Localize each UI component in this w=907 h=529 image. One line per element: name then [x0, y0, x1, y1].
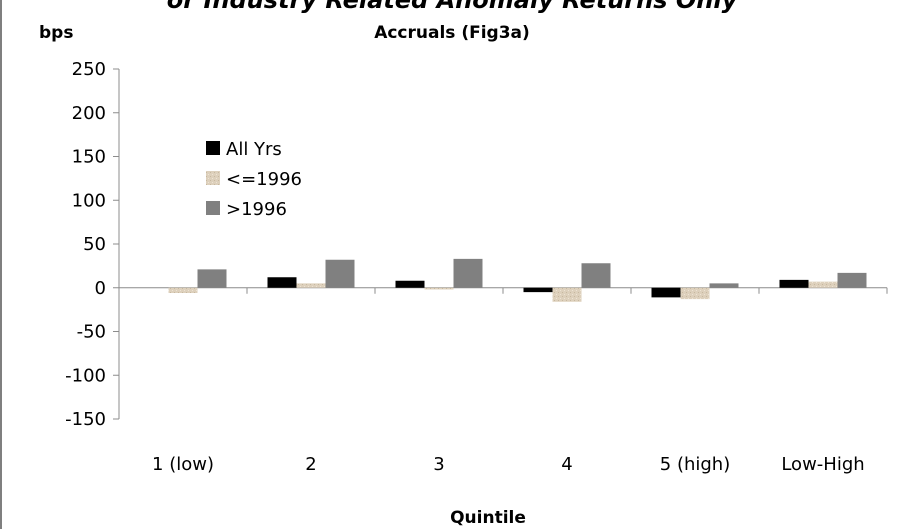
bar	[197, 269, 227, 288]
bar	[709, 283, 739, 288]
legend-label: All Yrs	[226, 139, 282, 160]
legend: All Yrs <=1996 >1996	[206, 139, 302, 220]
legend-swatch	[206, 171, 220, 185]
bar	[168, 287, 198, 293]
bar	[680, 287, 710, 300]
y-tick-label: -100	[65, 365, 106, 386]
y-tick-label: 250	[72, 59, 106, 80]
y-tick-label: -50	[77, 322, 106, 343]
x-tick-label: 3	[433, 454, 444, 475]
legend-label: <=1996	[226, 169, 302, 190]
bar	[837, 272, 867, 288]
bars	[168, 258, 867, 302]
bar	[395, 280, 425, 288]
y-tick-label: 50	[83, 234, 106, 255]
x-tick-label: 1 (low)	[152, 454, 214, 475]
y-tick-label: 200	[72, 103, 106, 124]
x-tick-label: Low-High	[781, 454, 864, 475]
legend-swatch	[206, 141, 220, 155]
y-tick-label: 100	[72, 190, 106, 211]
x-axis-label: Quintile	[450, 508, 526, 528]
y-tick-label: -150	[65, 409, 106, 430]
bar	[453, 258, 483, 288]
legend-swatch	[206, 201, 220, 215]
bar	[325, 259, 355, 288]
bar	[779, 279, 809, 288]
x-tick-label: 2	[305, 454, 316, 475]
y-tick-label: 0	[95, 278, 106, 299]
bar	[296, 283, 326, 288]
bar	[552, 287, 582, 302]
legend-label: >1996	[226, 199, 287, 220]
bar	[808, 281, 838, 288]
x-tick-label: 4	[561, 454, 572, 475]
x-axis: 1 (low) 2 3 4 5 (high) Low-High	[118, 287, 888, 475]
bar	[267, 277, 297, 288]
y-axis-label: bps	[39, 23, 73, 43]
y-axis: 250 200 150 100 50 0 -50 -100 -150	[65, 59, 120, 430]
chart-title: Accruals (Fig3a)	[374, 23, 530, 43]
bar	[523, 287, 553, 293]
x-tick-label: 5 (high)	[660, 454, 730, 475]
y-tick-label: 150	[72, 147, 106, 168]
partial-heading: or Industry Related Anomaly Returns Only	[167, 0, 739, 14]
bar	[581, 263, 611, 288]
bar	[424, 287, 454, 290]
bar	[651, 287, 681, 298]
